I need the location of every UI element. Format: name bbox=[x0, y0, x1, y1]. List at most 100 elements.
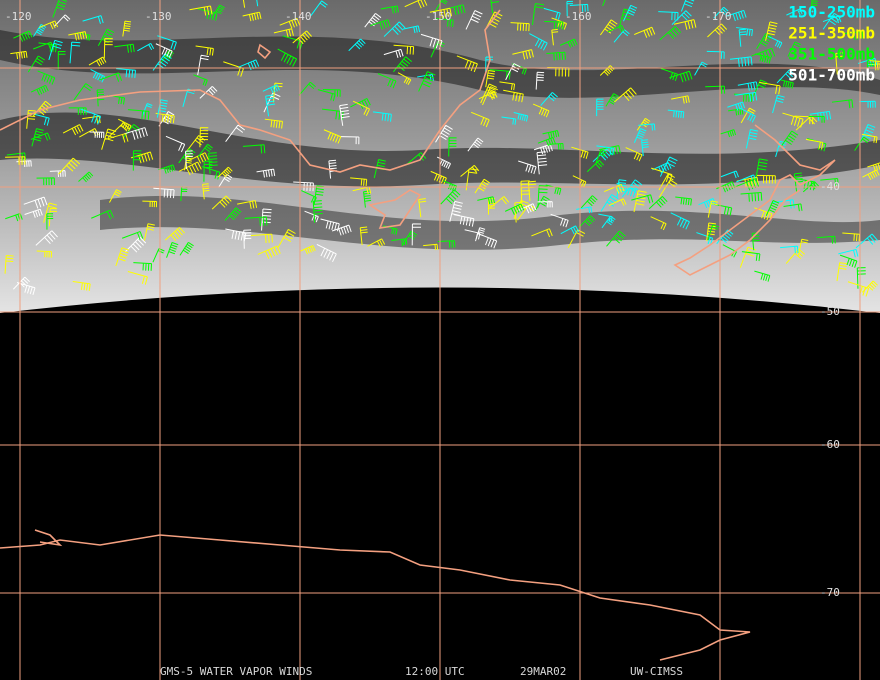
wind-barb bbox=[78, 171, 94, 183]
wind-barb bbox=[225, 124, 245, 143]
wind-barb bbox=[99, 72, 123, 82]
wind-barb bbox=[474, 178, 490, 194]
wind-barb bbox=[130, 151, 154, 164]
wind-barb bbox=[440, 189, 461, 205]
latitude-label: -60 bbox=[820, 438, 840, 451]
wind-barb bbox=[658, 179, 678, 198]
wind-barb bbox=[322, 108, 344, 121]
footer: GMS-5 WATER VAPOR WINDS 12:00 UTC 29MAR02 U… bbox=[160, 665, 683, 678]
wind-barb bbox=[122, 231, 144, 240]
wind-barb bbox=[725, 9, 747, 22]
wind-barb bbox=[670, 212, 690, 230]
wind-barb bbox=[527, 180, 537, 202]
wind-barb bbox=[707, 200, 719, 218]
wind-barb bbox=[713, 6, 729, 19]
wind-barb bbox=[186, 135, 206, 152]
wind-barb bbox=[36, 177, 55, 186]
wind-barb bbox=[339, 103, 350, 126]
wind-barb bbox=[680, 0, 695, 12]
wind-barb bbox=[199, 127, 209, 148]
wind-barb bbox=[822, 12, 841, 30]
wind-barb bbox=[27, 55, 45, 73]
wind-barb bbox=[534, 195, 550, 212]
wind-barb bbox=[859, 100, 876, 108]
wind-barb bbox=[122, 20, 132, 37]
wind-barb bbox=[518, 160, 537, 175]
footer-text: 12:00 UTC bbox=[405, 665, 465, 678]
wind-barb bbox=[605, 93, 619, 107]
wind-barb bbox=[633, 128, 647, 143]
wind-barb bbox=[794, 177, 816, 191]
wind-barb bbox=[759, 81, 781, 95]
wind-barb bbox=[313, 185, 325, 205]
wind-barb bbox=[418, 71, 436, 92]
wind-barb bbox=[53, 14, 71, 27]
wind-barb bbox=[861, 133, 878, 144]
legend-entry: 150-250mb bbox=[788, 3, 875, 22]
wind-barb bbox=[166, 242, 179, 258]
wind-barb bbox=[793, 172, 803, 193]
wind-barb bbox=[380, 5, 399, 14]
wind-barb bbox=[608, 198, 627, 206]
wind-barb bbox=[601, 215, 616, 229]
wind-barb bbox=[38, 42, 57, 53]
wind-barb bbox=[550, 213, 569, 228]
wind-barb bbox=[223, 61, 244, 77]
wind-barb bbox=[164, 227, 185, 242]
wind-barb bbox=[780, 130, 799, 147]
wind-barb bbox=[264, 118, 283, 129]
wind-barb bbox=[256, 168, 276, 178]
footer-text: GMS-5 WATER VAPOR WINDS bbox=[160, 665, 312, 678]
wind-barb bbox=[124, 127, 148, 140]
wind-barb bbox=[650, 216, 667, 231]
wind-barb bbox=[124, 236, 147, 253]
wind-barb bbox=[10, 50, 28, 60]
wind-barb bbox=[43, 202, 58, 223]
wind-barb bbox=[132, 150, 142, 171]
wind-barb bbox=[772, 94, 785, 114]
wind-barb bbox=[736, 27, 753, 37]
wind-barb bbox=[599, 19, 618, 36]
wind-barb bbox=[13, 30, 33, 42]
wind-barb bbox=[242, 144, 266, 154]
wind-barb bbox=[197, 54, 209, 76]
wind-barb bbox=[350, 177, 368, 187]
wind-barb bbox=[142, 200, 158, 208]
wind-barb bbox=[279, 17, 301, 29]
wind-barb bbox=[208, 152, 218, 174]
wind-barb bbox=[839, 254, 858, 268]
wind-barb bbox=[37, 70, 56, 85]
wind-barb bbox=[836, 262, 848, 282]
wind-barb bbox=[613, 29, 630, 43]
wind-barb bbox=[787, 41, 801, 57]
wind-barb bbox=[768, 35, 783, 49]
wind-barb bbox=[179, 241, 194, 256]
wind-barb bbox=[31, 128, 44, 147]
wind-barb bbox=[520, 180, 531, 204]
wind-barb bbox=[504, 203, 525, 215]
wind-barb bbox=[322, 89, 341, 97]
wind-barb bbox=[673, 19, 697, 30]
wind-barb bbox=[808, 115, 825, 123]
wind-barb bbox=[250, 233, 273, 244]
wind-barb bbox=[367, 238, 386, 248]
wind-barb bbox=[855, 233, 878, 249]
wind-barb bbox=[436, 18, 454, 28]
wind-barb bbox=[4, 255, 14, 274]
wind-barb bbox=[529, 33, 548, 51]
wind-barb bbox=[490, 0, 499, 14]
wind-barb bbox=[5, 156, 26, 165]
wind-barb bbox=[88, 56, 107, 67]
wind-barb bbox=[783, 203, 803, 212]
wind-barb bbox=[244, 216, 268, 227]
wind-barb bbox=[485, 70, 496, 88]
wind-barb bbox=[740, 107, 756, 124]
wind-barb bbox=[513, 111, 529, 122]
wind-barb bbox=[648, 196, 668, 210]
wind-barb bbox=[503, 89, 524, 103]
wind-barb bbox=[193, 74, 208, 86]
longitude-label: -170 bbox=[705, 10, 732, 23]
wind-barb bbox=[57, 51, 66, 70]
wind-barb bbox=[320, 218, 340, 232]
